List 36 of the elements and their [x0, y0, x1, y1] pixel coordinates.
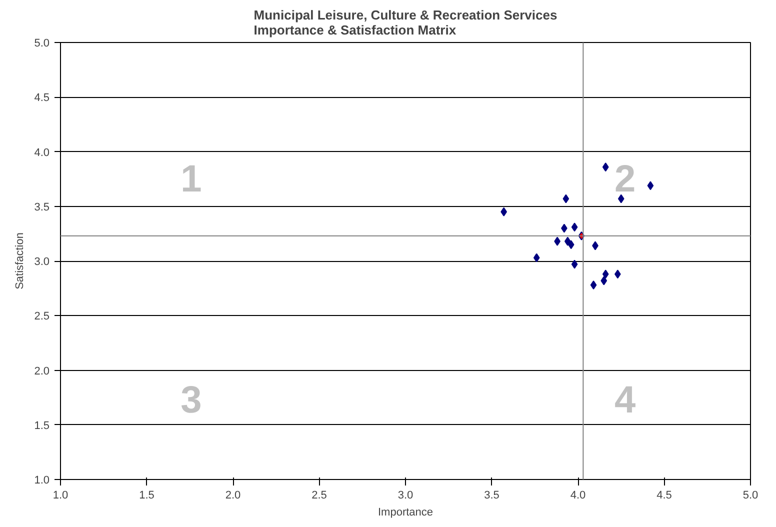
- x-tick-label: 3.0: [398, 490, 414, 502]
- point: [602, 162, 609, 172]
- annotation: 4: [614, 380, 636, 422]
- y-tick-label: 2.5: [34, 310, 50, 323]
- annotation: 3: [180, 380, 202, 422]
- x-tick-label: 2.0: [225, 490, 241, 502]
- x-tick-label: 3.5: [484, 490, 500, 502]
- point: [533, 253, 540, 262]
- point: [618, 194, 624, 204]
- point: [562, 194, 570, 204]
- annotation: 2: [614, 158, 636, 200]
- annotation: 1: [180, 158, 202, 200]
- point: [647, 181, 654, 190]
- y-tick-label: 1.5: [34, 420, 50, 432]
- chart-title: Municipal Leisure, Culture & Recreation Services Importance & Satisfaction Matrix: [254, 8, 558, 38]
- y-tick-label: 3.0: [34, 256, 50, 268]
- point: [590, 280, 597, 290]
- y-tick-label: 4.0: [34, 146, 50, 159]
- x-tick-label: 5.0: [742, 490, 758, 502]
- x-tick-label: 4.5: [656, 490, 672, 502]
- y-tick-label: 1.0: [34, 474, 50, 486]
- y-axis-title: Satisfaction: [14, 232, 26, 290]
- y-tick-label: 5.0: [34, 38, 50, 50]
- x-tick-label: 1.5: [139, 490, 154, 502]
- y-tick-label: 2.0: [34, 365, 50, 378]
- x-axis-title: Importance: [378, 506, 434, 518]
- point: [571, 222, 578, 232]
- x-tick-label: 2.5: [312, 490, 327, 502]
- point: [568, 240, 574, 250]
- y-tick-label: 3.5: [34, 201, 50, 214]
- point: [600, 276, 608, 286]
- y-tick-label: 4.5: [34, 92, 50, 104]
- x-tick-label: 1.0: [52, 490, 68, 502]
- x-tick-label: 4.0: [570, 490, 586, 502]
- point: [602, 270, 609, 279]
- point: [571, 260, 578, 269]
